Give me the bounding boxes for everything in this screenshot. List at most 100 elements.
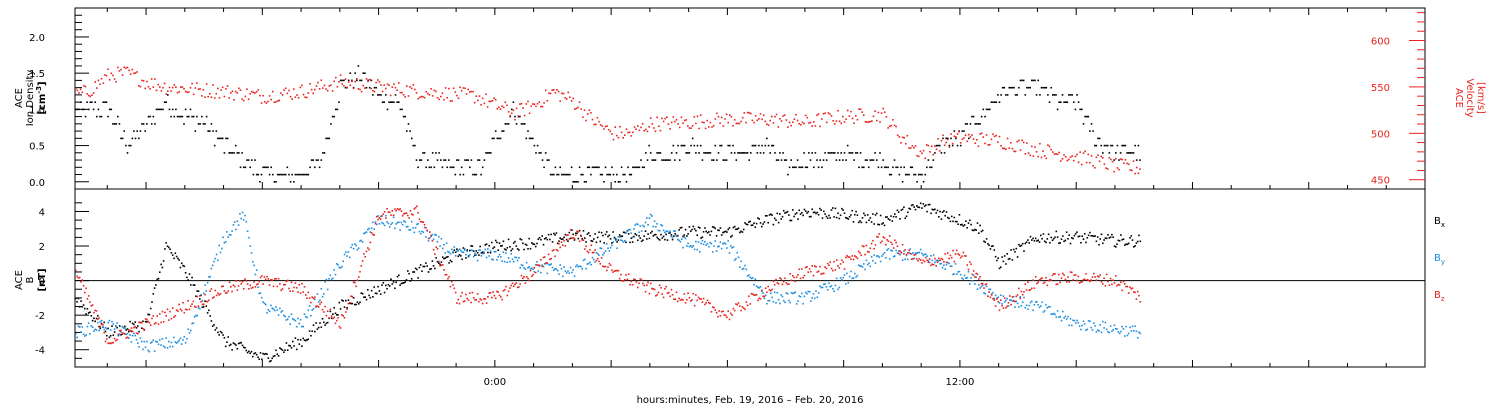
velocity-point <box>997 141 999 143</box>
bz-point <box>928 258 931 260</box>
bz-point <box>1005 307 1007 309</box>
bz-point <box>1109 277 1112 280</box>
velocity-point <box>708 126 710 128</box>
density-point <box>788 166 791 169</box>
by-point <box>1121 325 1123 328</box>
by-point <box>560 267 563 270</box>
velocity-point <box>481 97 484 100</box>
by-point <box>586 263 589 265</box>
velocity-point <box>804 114 807 117</box>
by-point <box>1122 328 1125 330</box>
velocity-point <box>720 116 723 119</box>
bx-point <box>896 209 899 212</box>
by-point <box>826 289 829 291</box>
density-point <box>196 115 198 118</box>
by-point <box>854 272 856 275</box>
by-point <box>357 247 360 249</box>
density-point <box>341 79 343 82</box>
bz-point <box>1139 301 1142 303</box>
bx-point <box>498 242 501 244</box>
velocity-point <box>580 108 582 110</box>
by-point <box>764 294 767 297</box>
bx-point <box>525 244 528 246</box>
velocity-point <box>1103 163 1106 165</box>
velocity-point <box>661 117 663 120</box>
bx-point <box>373 286 375 288</box>
bx-point <box>1049 242 1051 244</box>
velocity-point <box>97 79 100 82</box>
bz-point <box>1012 300 1015 302</box>
velocity-point <box>422 95 424 98</box>
density-point <box>985 108 988 111</box>
by-point <box>524 268 527 270</box>
density-point <box>359 79 361 82</box>
bz-point <box>1019 297 1021 300</box>
density-point <box>181 115 184 118</box>
bz-point <box>1009 295 1011 297</box>
density-point <box>855 152 857 154</box>
by-point <box>682 246 684 249</box>
bz-point <box>155 322 157 324</box>
bz-point <box>935 265 937 267</box>
bx-point <box>633 235 635 238</box>
bx-point <box>593 238 595 240</box>
bz-point <box>253 281 255 283</box>
density-point <box>533 144 536 147</box>
velocity-point <box>202 89 205 91</box>
density-point <box>265 166 268 169</box>
by-point <box>780 294 782 296</box>
density-point <box>1105 144 1107 147</box>
velocity-point <box>1087 153 1090 156</box>
density-point <box>86 101 88 103</box>
velocity-point <box>293 88 295 90</box>
by-point <box>904 258 906 260</box>
bx-point <box>427 271 430 273</box>
by-point <box>772 300 775 303</box>
density-point <box>246 159 248 161</box>
by-point <box>214 257 217 260</box>
bx-point <box>221 331 223 334</box>
by-point <box>824 283 826 285</box>
by-point <box>370 227 373 229</box>
density-point <box>843 152 846 154</box>
bz-point <box>1047 279 1050 282</box>
by-point <box>543 263 546 265</box>
bz-point <box>364 255 366 258</box>
density-point <box>720 144 723 147</box>
velocity-point <box>777 126 780 128</box>
bx-point <box>505 249 507 251</box>
by-point <box>559 264 561 266</box>
by-point <box>130 341 133 343</box>
velocity-point <box>181 86 184 88</box>
bz-point <box>874 244 877 246</box>
bz-point <box>878 233 881 235</box>
density-point <box>909 166 912 169</box>
by-point <box>1052 312 1055 315</box>
density-point <box>940 152 943 154</box>
velocity-point <box>488 100 490 103</box>
velocity-point <box>183 88 185 90</box>
bz-point <box>378 217 381 219</box>
bz-point <box>771 288 773 291</box>
by-point <box>653 220 656 222</box>
velocity-point <box>176 92 179 94</box>
density-point <box>987 108 989 111</box>
bx-point <box>325 322 328 325</box>
bz-point <box>426 229 428 232</box>
bx-point <box>724 230 727 233</box>
bx-point <box>1050 236 1052 239</box>
bx-point <box>461 258 463 261</box>
velocity-point <box>908 147 910 149</box>
by-point <box>608 250 611 252</box>
velocity-point <box>231 90 234 92</box>
by-point <box>162 345 165 347</box>
velocity-point <box>1058 151 1060 154</box>
bz-point <box>310 301 312 304</box>
bx-point <box>126 328 129 330</box>
density-point <box>884 166 886 169</box>
density-point <box>228 152 230 154</box>
velocity-point <box>291 98 293 100</box>
velocity-point <box>653 127 655 129</box>
bz-point <box>691 299 693 301</box>
by-point <box>651 215 653 217</box>
